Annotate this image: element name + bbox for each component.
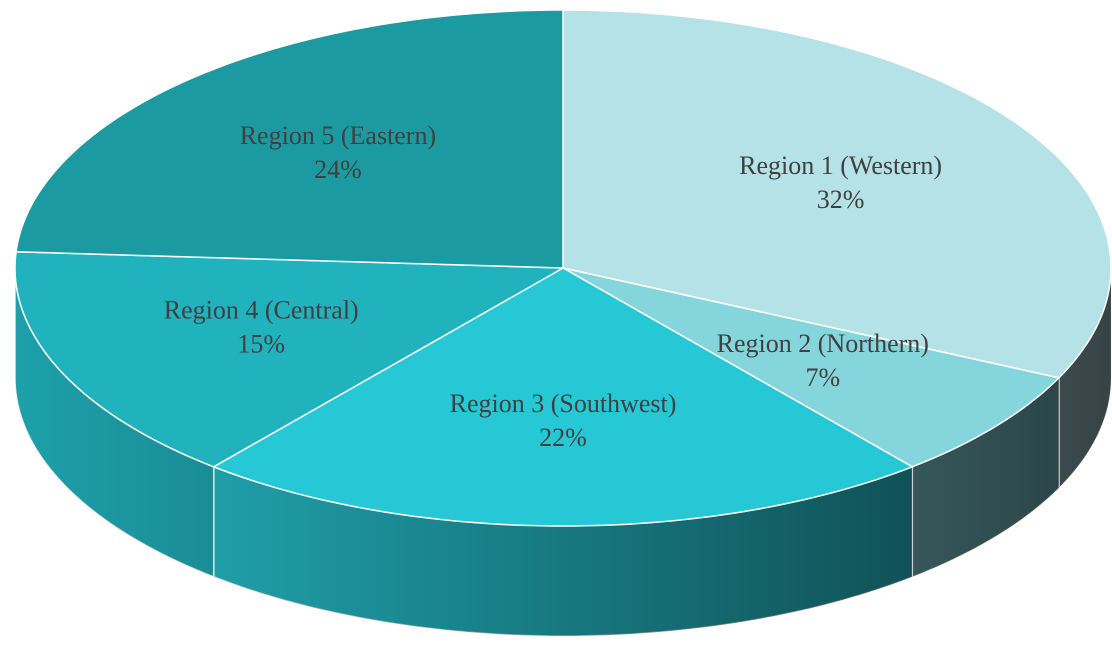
value-label: 22% [539, 423, 587, 452]
value-label: 7% [805, 363, 840, 392]
pie-slice [15, 9, 564, 269]
category-label: Region 2 (Northern) [717, 329, 929, 358]
category-label: Region 5 (Eastern) [240, 121, 436, 150]
pie-slice [562, 9, 1112, 379]
value-label: 15% [237, 329, 285, 358]
value-label: 32% [817, 185, 865, 214]
category-label: Region 1 (Western) [739, 151, 942, 180]
pie-side-shade [1058, 268, 1111, 488]
value-label: 24% [314, 155, 362, 184]
pie-side-shade [912, 377, 1059, 577]
category-label: Region 3 (Southwest) [450, 389, 677, 418]
pie-side-shade [15, 268, 214, 577]
pie-slice [562, 267, 1061, 468]
pie-slice [211, 267, 915, 527]
category-label: Region 4 (Central) [164, 295, 359, 324]
pie-side-shade [213, 466, 913, 636]
pie-slice [14, 251, 566, 468]
